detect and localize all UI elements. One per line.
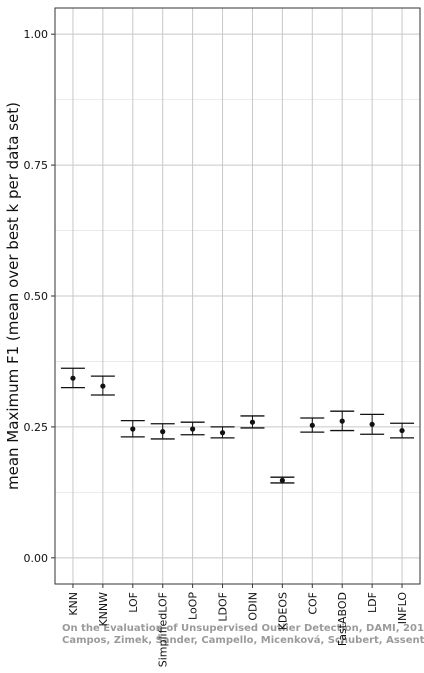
data-point (369, 421, 375, 427)
x-axis: KNN KNNW LOF SimplifiedLOF LoOP LDOF ODIN KDEOS… (67, 584, 409, 667)
data-point (70, 375, 76, 381)
grid (55, 8, 420, 584)
data-point (100, 383, 106, 389)
x-tick-label: KNN (67, 592, 80, 616)
data-point (160, 429, 166, 435)
data-point (249, 419, 256, 425)
data-point (339, 418, 345, 424)
watermark-line-2: Campos, Zimek, Sander, Campello, Micenko… (62, 634, 424, 646)
x-tick-label: SimplifiedLOF (157, 592, 170, 667)
x-tick-label: LOF (127, 592, 140, 613)
data-point (399, 427, 405, 434)
data-point (130, 426, 136, 432)
x-tick-label: LDOF (217, 592, 230, 622)
y-tick-label: 0.75 (24, 159, 49, 172)
data-point (190, 426, 196, 432)
x-tick-label: INFLO (396, 592, 409, 625)
y-tick-label: 0.00 (24, 552, 49, 565)
x-tick-label: LoOP (187, 592, 200, 620)
x-tick-label: FastABOD (336, 592, 349, 646)
y-axis: 0.00 0.25 0.50 0.75 1.00 (24, 28, 55, 565)
data-point (279, 477, 285, 483)
watermark-line-1: On the Evaluation of Unsupervised Outlie… (62, 623, 424, 634)
y-tick-label: 0.25 (24, 421, 49, 434)
chart-marks (60, 367, 415, 484)
x-tick-label: ODIN (246, 592, 259, 621)
y-tick-label: 0.50 (24, 290, 49, 303)
x-tick-label: KNNW (97, 592, 110, 627)
x-tick-label: KDEOS (276, 592, 289, 630)
data-point (219, 430, 226, 436)
data-point (309, 422, 315, 428)
y-tick-label: 1.00 (24, 28, 49, 41)
x-tick-label: LDF (366, 592, 379, 613)
x-tick-label: COF (306, 592, 319, 615)
y-axis-label: mean Maximum F1 (mean over best k per da… (4, 102, 22, 490)
watermark: On the Evaluation of Unsupervised Outlie… (62, 623, 424, 646)
